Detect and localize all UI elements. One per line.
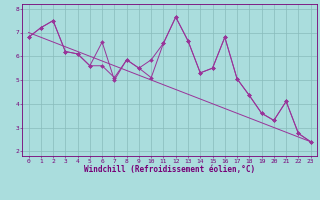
X-axis label: Windchill (Refroidissement éolien,°C): Windchill (Refroidissement éolien,°C) bbox=[84, 165, 255, 174]
